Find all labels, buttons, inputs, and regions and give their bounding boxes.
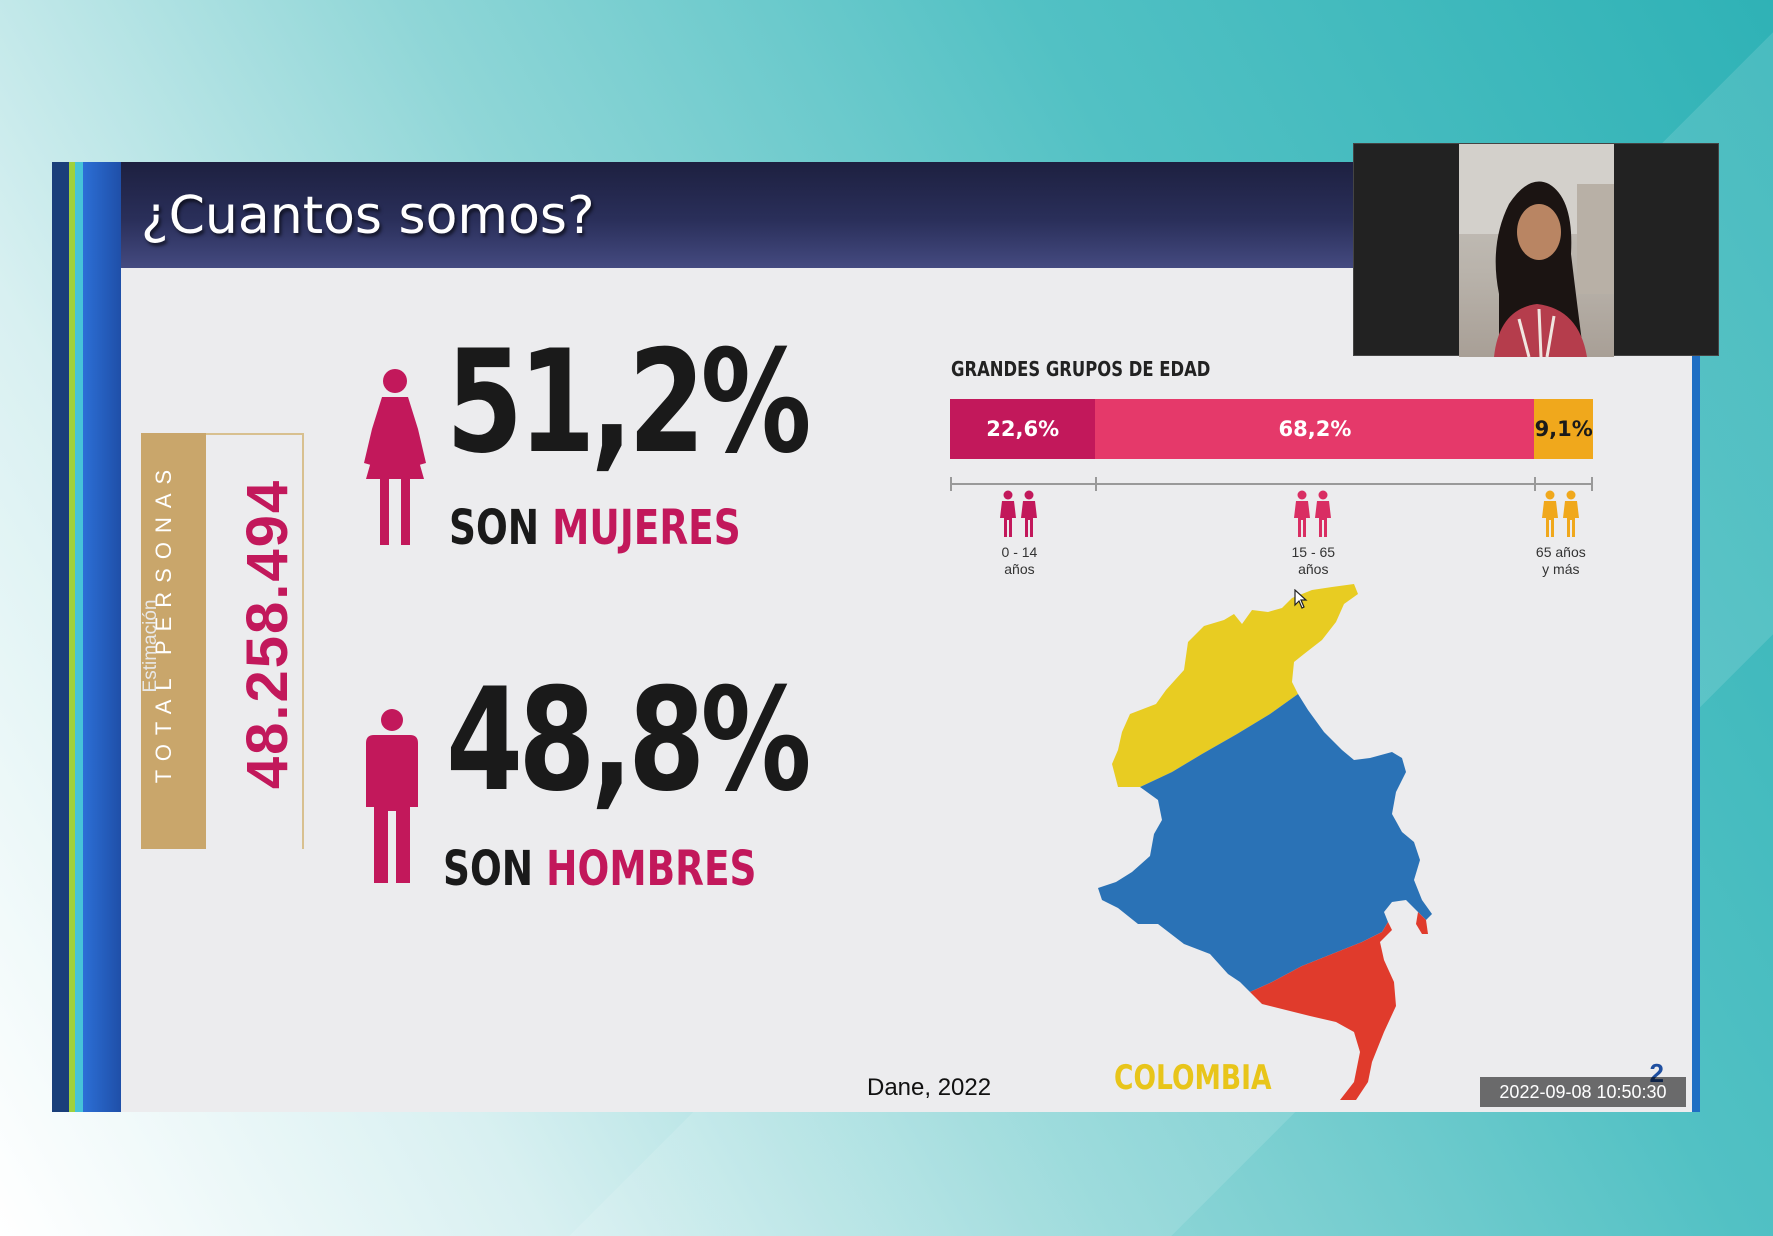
- age-axis-tick: [950, 477, 952, 491]
- age-axis-tick: [1095, 477, 1098, 491]
- age-groups-bar: 22,6% 68,2% 9,1%: [950, 399, 1593, 459]
- colombia-map: [1098, 584, 1432, 1100]
- total-frame-right: [302, 433, 304, 849]
- age-group-label-line: años: [1004, 561, 1035, 577]
- men-text: HOMBRES: [546, 841, 757, 897]
- age-group-label-line: 15 - 65: [1291, 544, 1336, 560]
- country-label: COLOMBIA: [1114, 1058, 1272, 1098]
- age-axis-tick: [1534, 477, 1537, 491]
- recording-timestamp: 2022-09-08 10:50:30: [1480, 1077, 1686, 1107]
- men-percent: 48,8%: [446, 658, 812, 823]
- map-red-tip: [1416, 912, 1428, 934]
- age-group-label-line: y más: [1542, 561, 1580, 577]
- age-segment-2: 68,2%: [1095, 399, 1535, 459]
- men-prefix: SON: [443, 841, 534, 897]
- age-axis: [950, 483, 1593, 485]
- webcam-video: [1459, 144, 1614, 357]
- left-stripes: [52, 162, 121, 1112]
- total-value: 48.258.494: [235, 478, 300, 790]
- total-frame-top: [206, 433, 304, 435]
- right-stripe: [1692, 162, 1700, 1112]
- woman-icon: [364, 369, 426, 545]
- women-percent: 51,2%: [446, 320, 812, 485]
- women-prefix: SON: [449, 500, 540, 556]
- age-group-label-line: 0 - 14: [1001, 544, 1038, 560]
- women-label: SON MUJERES: [449, 504, 741, 552]
- age-group-label: 0 - 14 años: [964, 544, 1074, 578]
- slide-title: ¿Cuantos somos?: [141, 186, 595, 246]
- women-text: MUJERES: [552, 500, 741, 556]
- map-red-region: [1250, 922, 1396, 1100]
- estimate-label: Estimación: [140, 599, 161, 693]
- map-blue-region: [1098, 694, 1432, 992]
- mouse-cursor-icon: [1294, 589, 1308, 609]
- age-group-people-icon: [1000, 490, 1038, 537]
- presenter-video-icon: [1459, 144, 1614, 357]
- source-caption: Dane, 2022: [867, 1074, 992, 1101]
- age-group-label-line: años: [1298, 561, 1329, 577]
- chart-title: GRANDES GRUPOS DE EDAD: [951, 357, 1211, 381]
- men-label: SON HOMBRES: [443, 845, 756, 893]
- webcam-overlay[interactable]: [1353, 143, 1719, 357]
- total-gold-box: [141, 433, 206, 849]
- age-group-label: 65 años y más: [1506, 544, 1616, 578]
- age-group-people-icon: [1541, 490, 1579, 537]
- age-segment-3: 9,1%: [1534, 399, 1593, 459]
- man-icon: [366, 709, 418, 883]
- age-segment-1: 22,6%: [950, 399, 1096, 459]
- map-yellow-region: [1112, 584, 1358, 787]
- age-group-label: 15 - 65 años: [1258, 544, 1368, 578]
- age-axis-tick: [1591, 477, 1593, 491]
- age-group-label-line: 65 años: [1535, 544, 1586, 560]
- age-group-people-icon: [1294, 490, 1332, 537]
